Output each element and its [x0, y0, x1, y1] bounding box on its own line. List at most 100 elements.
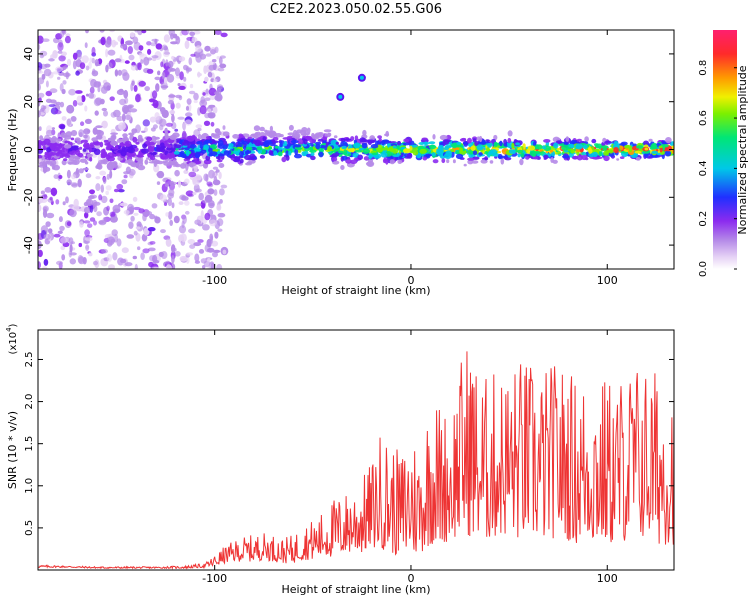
noise-blob [185, 190, 194, 197]
band-blob [88, 147, 93, 153]
noise-blob [113, 109, 121, 118]
noise-blob [177, 83, 181, 87]
noise-blob [164, 127, 168, 134]
noise-blob [72, 100, 78, 107]
noise-blob [179, 71, 184, 81]
noise-blob [84, 105, 88, 112]
noise-blob [113, 188, 119, 193]
band-blob [486, 147, 490, 152]
band-blob [245, 162, 252, 166]
band-blob [474, 140, 479, 146]
band-blob [344, 138, 352, 141]
band-blob [228, 143, 234, 148]
noise-blob [183, 76, 187, 82]
noise-blob [207, 258, 211, 262]
noise-blob [210, 262, 215, 269]
noise-blob [206, 181, 213, 187]
noise-blob [38, 70, 44, 74]
noise-blob [219, 55, 226, 59]
noise-blob [204, 97, 211, 101]
band-blob [478, 152, 483, 156]
noise-blob [188, 171, 197, 178]
band-blob [141, 148, 149, 154]
noise-blob [204, 212, 211, 221]
noise-blob [184, 119, 192, 126]
band-blob [471, 160, 479, 164]
noise-blob [42, 266, 48, 269]
band-blob [550, 149, 554, 153]
colorbar-tick-label: 0.8 [698, 60, 709, 76]
band-blob [456, 141, 462, 145]
noise-blob [74, 90, 83, 94]
band-blob [616, 158, 620, 161]
noise-blob [94, 110, 99, 116]
band-blob [174, 144, 182, 149]
band-blob [194, 152, 201, 159]
noise-blob [59, 124, 66, 130]
figure-title: C2E2.2023.050.02.55.G06 [270, 2, 442, 17]
band-blob [97, 162, 101, 169]
band-blob [265, 141, 274, 145]
band-blob [59, 154, 64, 158]
noise-blob [90, 87, 94, 91]
noise-blob [152, 259, 160, 264]
noise-blob [93, 220, 97, 226]
noise-blob [106, 205, 110, 211]
noise-blob [140, 59, 144, 65]
colorbar: 0.0 0.2 0.4 0.6 0.8 Normalized spectral ampl… [698, 30, 749, 277]
band-blob [100, 159, 107, 164]
band-blob [390, 143, 398, 147]
band-blob [534, 151, 541, 155]
colorbar-bar [713, 30, 737, 269]
band-blob [124, 140, 132, 147]
band-blob [467, 137, 472, 144]
band-blob [331, 157, 338, 162]
noise-blob [163, 50, 170, 58]
noise-blob [85, 65, 90, 71]
band-blob [121, 146, 126, 152]
band-blob [575, 143, 583, 150]
band-blob [241, 139, 245, 145]
band-blob [428, 144, 437, 150]
band-blob [151, 135, 157, 142]
noise-blob [70, 241, 75, 245]
noise-blob [114, 69, 119, 77]
band-blob [62, 158, 68, 162]
noise-blob [127, 104, 133, 109]
band-blob [397, 159, 403, 164]
band-blob [396, 141, 402, 146]
band-blob [443, 147, 450, 151]
noise-blob [159, 107, 166, 113]
band-blob [583, 144, 588, 150]
noise-blob [81, 95, 86, 103]
noise-blob [202, 92, 206, 96]
band-blob [84, 161, 89, 165]
band-blob [519, 158, 524, 166]
noise-blob [193, 242, 202, 247]
band-blob [294, 153, 302, 159]
band-blob [278, 147, 282, 151]
noise-blob [107, 236, 115, 245]
noise-blob [121, 69, 128, 77]
noise-blob [62, 201, 66, 206]
band-blob [381, 139, 390, 144]
noise-blob [100, 36, 106, 46]
noise-blob [38, 204, 42, 212]
noise-blob [132, 255, 137, 260]
noise-blob [205, 88, 209, 95]
noise-blob [40, 190, 46, 195]
band-blob [634, 150, 642, 154]
band-blob [153, 161, 157, 167]
noise-blob [65, 196, 69, 204]
band-blob [45, 160, 50, 164]
noise-blob [58, 175, 63, 179]
band-blob [323, 129, 332, 133]
noise-blob [212, 106, 218, 114]
band-blob [245, 146, 253, 151]
noise-blob [94, 59, 100, 67]
noise-blob [121, 179, 128, 185]
noise-blob [218, 57, 223, 65]
noise-blob [120, 43, 127, 49]
noise-blob [42, 206, 48, 213]
noise-blob [68, 88, 76, 96]
